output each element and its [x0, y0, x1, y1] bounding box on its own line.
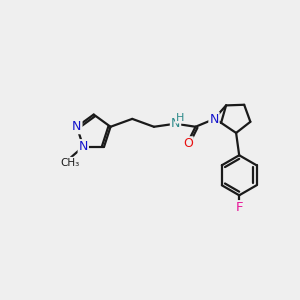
Text: F: F: [236, 201, 243, 214]
Text: N: N: [72, 120, 82, 133]
Text: H: H: [176, 112, 184, 122]
Text: O: O: [183, 137, 193, 150]
Text: CH₃: CH₃: [61, 158, 80, 168]
Text: N: N: [171, 117, 180, 130]
Text: N: N: [79, 140, 88, 153]
Text: N: N: [209, 112, 219, 126]
